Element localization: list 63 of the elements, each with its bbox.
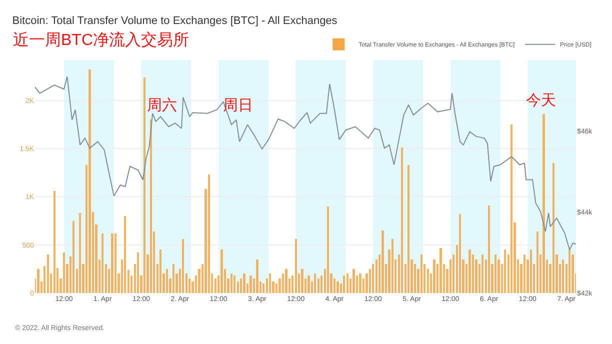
bar (343, 276, 346, 293)
bar (124, 216, 126, 293)
bar (440, 248, 442, 293)
bar (114, 233, 117, 293)
bar (79, 213, 82, 293)
bar (407, 164, 410, 293)
bar (72, 220, 75, 293)
bar (523, 254, 526, 293)
bar (433, 259, 436, 293)
bar (391, 239, 394, 293)
bar (352, 268, 355, 293)
bar (552, 163, 555, 293)
bar (166, 268, 168, 293)
chart-title: Bitcoin: Total Transfer Volume to Exchanges [BTC] - All Exchanges (12, 14, 338, 27)
bar (234, 276, 236, 293)
bar (269, 274, 272, 293)
bar (359, 274, 362, 293)
bar (62, 252, 66, 293)
bar (488, 205, 490, 293)
bar (37, 268, 40, 293)
bar (482, 254, 484, 293)
bar (160, 250, 162, 293)
bar (530, 250, 532, 293)
bar (182, 239, 184, 293)
annotation: 周日 (223, 97, 253, 114)
bar (285, 268, 288, 293)
bar (308, 276, 310, 293)
bar (382, 230, 384, 293)
bar (256, 259, 258, 293)
bar (143, 77, 146, 293)
bar (243, 274, 246, 293)
bar (326, 206, 330, 293)
line-series (35, 76, 576, 250)
bar (314, 274, 316, 293)
bar (459, 214, 462, 293)
bar (401, 148, 404, 293)
bar (46, 254, 49, 293)
bar (172, 264, 175, 293)
bar (88, 70, 91, 293)
bar (250, 276, 252, 293)
bar (542, 114, 545, 293)
bar (301, 268, 304, 293)
bar (562, 259, 564, 293)
bar (136, 252, 140, 293)
bar (468, 250, 471, 293)
bar (346, 274, 348, 293)
bar (568, 250, 571, 293)
bar (420, 254, 422, 293)
bar (208, 174, 210, 293)
chart-subtitle: 近一周BTC净流入交易所 (13, 31, 189, 49)
bar (294, 239, 297, 293)
bar (504, 250, 506, 293)
bar (336, 281, 339, 293)
bar (102, 233, 104, 293)
bar (220, 250, 223, 293)
bar (230, 274, 233, 293)
annotation: 今天 (526, 92, 556, 109)
bar (536, 231, 538, 293)
bar (494, 254, 497, 293)
annotation: 周六 (147, 97, 177, 114)
bar (111, 233, 114, 293)
bar (510, 124, 513, 293)
bar (53, 190, 56, 293)
